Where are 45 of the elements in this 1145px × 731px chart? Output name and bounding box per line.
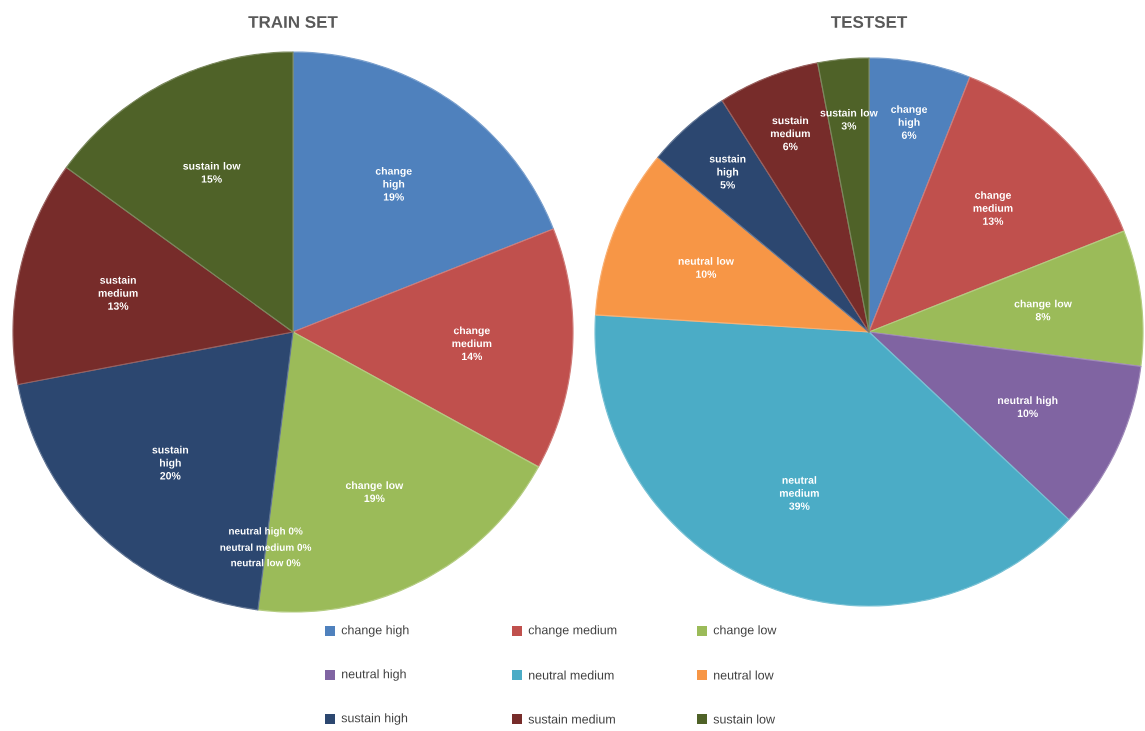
text: 0%	[288, 527, 303, 535]
data-label: 13%	[108, 302, 129, 310]
text: 0%	[297, 543, 312, 551]
slice-label: change medium	[452, 326, 492, 348]
data-label: 5%	[720, 181, 735, 189]
data-label: 6%	[783, 142, 798, 151]
slice-label: change high	[375, 166, 412, 190]
data-label: 19%	[383, 193, 404, 201]
slice-label: sustain low	[183, 161, 241, 170]
slice-label: sustain medium	[770, 116, 810, 138]
data-label: 10%	[1017, 409, 1038, 418]
data-label: 3%	[841, 122, 857, 130]
data-label: 10%	[696, 270, 717, 278]
legend-label: sustain high	[341, 713, 408, 725]
slice-label: sustain high	[709, 154, 746, 178]
data-label: 15%	[201, 175, 222, 183]
slice-label: sustain medium	[98, 276, 138, 297]
slice-label: neutral high	[998, 396, 1058, 407]
slice-label: change high	[891, 105, 928, 129]
data-label: 8%	[1035, 312, 1051, 321]
chart-title: TRAIN SET	[248, 15, 338, 29]
data-label: 13%	[983, 217, 1004, 225]
legend-label: neutral high	[342, 669, 406, 681]
data-label: 14%	[461, 352, 483, 361]
legend-label: sustain low	[713, 714, 776, 724]
slice-label: sustain high	[152, 445, 189, 469]
slice-label: sustain low	[820, 108, 878, 117]
data-label: 39%	[789, 502, 810, 510]
legend-label: change medium	[528, 625, 617, 637]
legend-label: change high	[341, 625, 409, 637]
text: 0%	[286, 559, 301, 567]
legend-label: neutral medium	[529, 670, 614, 680]
slice-label: change low	[345, 481, 404, 492]
data-label: 19%	[364, 494, 385, 503]
data-label: 6%	[901, 131, 917, 139]
slice-label: change low	[1014, 299, 1072, 310]
slice-label: neutral medium	[779, 476, 819, 497]
slice-label: change medium	[973, 191, 1013, 212]
legend-label: sustain medium	[528, 714, 615, 724]
category-label: neutral low	[231, 559, 284, 567]
legend-label: neutral low	[714, 670, 774, 680]
chart-title: TESTSET	[830, 15, 908, 29]
data-label: 20%	[160, 472, 181, 480]
slice-label: neutral low	[678, 257, 734, 265]
legend-label: change low	[713, 625, 777, 637]
